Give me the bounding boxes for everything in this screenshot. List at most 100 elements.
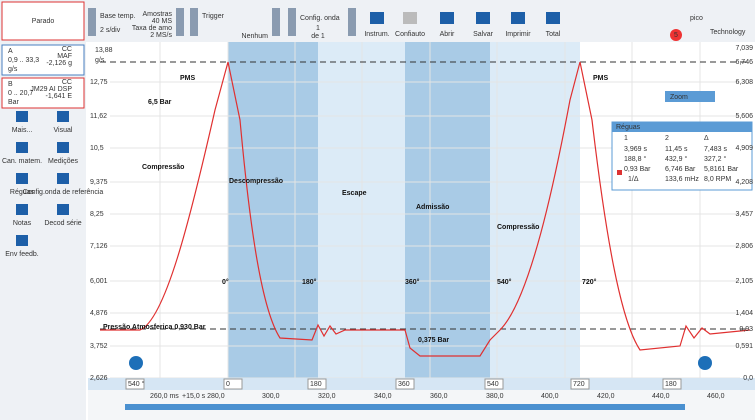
rulers-panel: [611, 121, 753, 191]
annotation: Admissão: [416, 204, 449, 211]
toolbar-icon[interactable]: [476, 12, 490, 24]
right-axis-label: 6,746: [735, 59, 753, 66]
rulers-cell: 11,45 s: [665, 146, 688, 153]
probe: JM29 AI DSP: [30, 86, 72, 93]
timebase-minus[interactable]: [88, 8, 96, 36]
time-label: 360,0: [430, 393, 448, 400]
timebase-plus[interactable]: [176, 8, 184, 36]
offset: -1,641 E: [46, 93, 73, 100]
ruler-tag: [662, 378, 682, 390]
tool-icon[interactable]: [16, 111, 28, 122]
tool-icon[interactable]: [16, 204, 28, 215]
value: 2 s/div: [100, 27, 121, 34]
zoom-box[interactable]: [665, 91, 715, 102]
ruler-tag-label: 540 °: [128, 380, 145, 388]
ruler-tag: [570, 378, 590, 390]
button-label: Instrum.: [364, 31, 389, 38]
scroll-right[interactable]: [698, 356, 712, 370]
phase-band: [490, 42, 580, 378]
waveform: [100, 61, 751, 357]
rulers-cell: 8,0 RPM: [704, 176, 731, 183]
left-axis-label: 11,62: [90, 113, 107, 120]
coupling: CC: [62, 46, 72, 53]
button-label: Imprimir: [505, 31, 531, 38]
rulers-cell: 133,6 mHz: [665, 176, 699, 183]
offset: -2,126 g: [46, 60, 72, 67]
wave-minus[interactable]: [288, 8, 296, 36]
zoom-label: Zoom: [670, 94, 688, 101]
ruler-tag: [307, 378, 327, 390]
rulers-cell: 3,969 s: [624, 146, 647, 153]
tool-icon[interactable]: [16, 235, 28, 246]
right-axis-label: 1,404: [735, 310, 753, 317]
tool-icon[interactable]: [57, 204, 69, 215]
scroll-left[interactable]: [129, 356, 143, 370]
right-axis-label: 4,208: [735, 179, 753, 186]
rulers-cell: 1/Δ: [628, 176, 639, 183]
time-label: 420,0: [597, 393, 615, 400]
value: de 1: [311, 33, 325, 40]
trigger-control[interactable]: [190, 8, 198, 36]
tool-icon[interactable]: [57, 111, 69, 122]
annotation: 540°: [497, 278, 512, 286]
right-axis-label: 6,308: [735, 79, 753, 86]
toolbar-icon[interactable]: [546, 12, 560, 24]
logo-sub: Technology: [710, 29, 746, 36]
left-axis-label: 10,5: [90, 145, 104, 152]
tool-label: Mais...: [12, 127, 33, 134]
tool-icon[interactable]: [16, 142, 28, 153]
stop-button[interactable]: [1, 1, 85, 41]
tool-icon[interactable]: [16, 173, 28, 184]
ruler-tag: [223, 378, 243, 390]
time-label: +15,0 s 280,0: [182, 393, 225, 400]
tool-label: Config.onda de referência: [23, 189, 104, 196]
wave-plus[interactable]: [348, 8, 356, 36]
time-label: 460,0: [707, 393, 725, 400]
toolbar-icon[interactable]: [370, 12, 384, 24]
ruler-tag-label: 180: [310, 381, 322, 388]
channel-range: 0,9 .. 33,3: [8, 57, 39, 64]
annotation: PMS: [180, 75, 196, 82]
tool-icon[interactable]: [57, 142, 69, 153]
left-axis-label: 12,75: [90, 79, 108, 86]
tool-label: Env feedb.: [5, 251, 39, 258]
trigger-button[interactable]: [272, 8, 280, 36]
channel-name: B: [8, 81, 13, 88]
right-axis-label: 0,591: [735, 343, 753, 350]
right-axis-label: 2,806: [735, 243, 753, 250]
rulers-header: 1: [624, 135, 628, 142]
label: Config. onda: [300, 15, 340, 22]
button-label: Confiauto: [395, 31, 425, 38]
left-axis-label: 4,876: [90, 310, 108, 317]
channel-name: A: [8, 48, 13, 55]
tool-label: Can. matem.: [2, 158, 42, 165]
time-label: 440,0: [652, 393, 670, 400]
rulers-title: Réguas: [616, 124, 641, 131]
label: Trigger: [202, 13, 225, 20]
tool-label: Decod série: [44, 220, 81, 227]
badge: 5: [674, 32, 678, 39]
tool-label: Medições: [48, 158, 78, 165]
ruler-tag-label: 180: [665, 381, 677, 388]
label: Base temp.: [100, 13, 135, 20]
label: Taxa de amo: [132, 25, 172, 32]
ruler-tag-label: 360: [398, 381, 410, 388]
toolbar-icon[interactable]: [440, 12, 454, 24]
toolbar-icon[interactable]: [511, 12, 525, 24]
annotation: 0°: [222, 278, 229, 286]
rulers-header: [612, 122, 752, 132]
value: 2 MS/s: [150, 32, 172, 39]
rulers-cell: 7,483 s: [704, 146, 727, 153]
channel-a[interactable]: [1, 44, 85, 76]
rulers-cell: 0,93 Bar: [624, 166, 651, 173]
tool-label: Visual: [54, 127, 73, 134]
toolbar-icon[interactable]: [403, 12, 417, 24]
left-axis-label: 9,375: [90, 179, 108, 186]
label: Amostras: [142, 11, 172, 18]
channel-b[interactable]: [1, 77, 85, 109]
scroll-bar[interactable]: [125, 404, 685, 410]
left-axis-label: 6,001: [90, 278, 108, 285]
tool-icon[interactable]: [57, 173, 69, 184]
notification-badge[interactable]: [670, 29, 682, 41]
